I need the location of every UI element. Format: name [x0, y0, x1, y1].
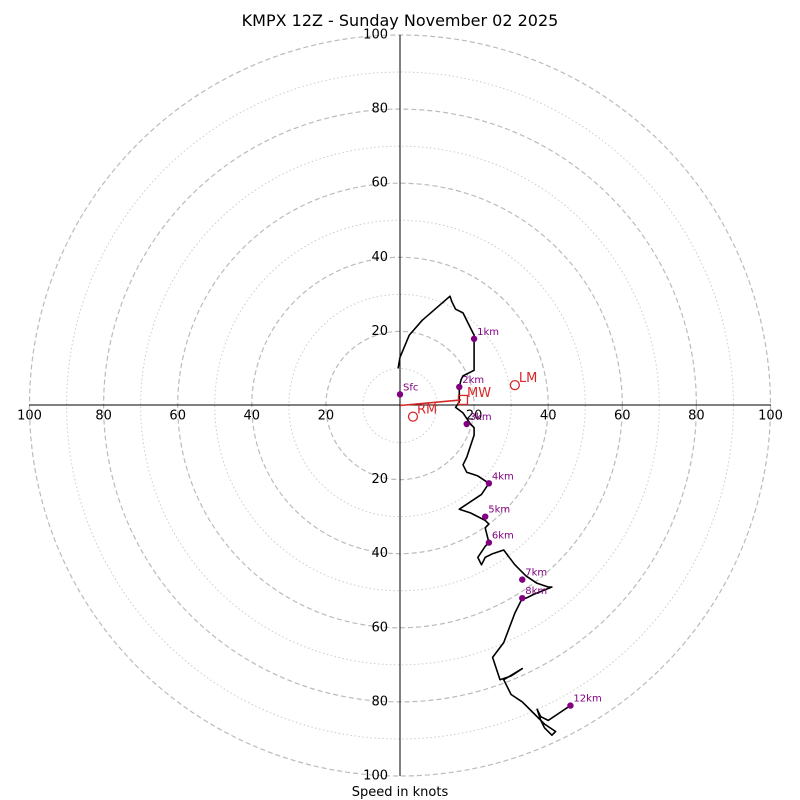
- height-marker-label: 5km: [488, 505, 510, 516]
- x-tick-label-right: 60: [614, 408, 631, 423]
- storm-motion-label: RM: [417, 403, 437, 418]
- y-tick-label-bottom: 60: [371, 620, 388, 635]
- x-tick-label-left: 80: [95, 408, 112, 423]
- storm-motion-label: MW: [467, 386, 491, 401]
- height-marker-dot: [456, 383, 463, 391]
- height-marker-label: 4km: [492, 471, 514, 482]
- height-marker-label: Sfc: [403, 382, 418, 393]
- height-marker-dot: [482, 513, 489, 520]
- y-tick-label-top: 80: [371, 102, 388, 117]
- right-mover-marker: [407, 411, 419, 422]
- x-tick-label-right: 20: [466, 408, 483, 423]
- height-marker-dot: [470, 335, 478, 343]
- y-tick-label-bottom: 40: [371, 546, 388, 561]
- x-tick-label-right: 80: [688, 408, 705, 423]
- chart-title: KMPX 12Z - Sunday November 02 2025: [242, 11, 559, 30]
- height-marker-dot: [519, 594, 526, 602]
- height-marker-label: 6km: [492, 531, 514, 542]
- mean-wind-marker: [457, 394, 469, 406]
- height-marker-dot: [519, 576, 526, 583]
- y-tick-label-bottom: 20: [371, 472, 388, 487]
- x-tick-label-left: 60: [169, 408, 186, 423]
- x-tick-label-right: 40: [540, 408, 557, 423]
- y-tick-label-bottom: 100: [363, 769, 388, 784]
- height-marker-label: 1km: [477, 327, 499, 338]
- height-marker-label: 7km: [525, 568, 547, 579]
- tick-labels: 100 100 100 100 80 80 80 80 60 60 60 60 40 40 40 40 20 20…: [17, 28, 783, 784]
- height-marker-label: 12km: [573, 694, 601, 705]
- x-tick-label-right: 100: [758, 408, 783, 423]
- height-marker-dot: [485, 480, 493, 487]
- height-marker-label: 3km: [470, 412, 492, 423]
- hodograph-trace: [397, 295, 571, 737]
- storm-motion-markers: LM RM MW: [407, 371, 537, 422]
- height-marker-dot: [396, 391, 404, 398]
- shear-vector: [399, 399, 462, 407]
- x-axis-label: Speed in knots: [352, 785, 449, 800]
- height-marker-dot: [463, 420, 470, 428]
- x-tick-label-left: 40: [244, 408, 261, 423]
- height-marker-label: 2km: [462, 375, 484, 386]
- left-mover-marker: [509, 379, 521, 391]
- x-tick-label-left: 20: [318, 408, 335, 423]
- shear-layer: [399, 399, 462, 407]
- trace-layer: [397, 295, 571, 737]
- y-tick-label-top: 100: [363, 28, 388, 43]
- height-marker-dot: [485, 539, 493, 546]
- y-tick-label-top: 40: [371, 250, 388, 265]
- y-tick-label-top: 60: [371, 176, 388, 191]
- y-tick-label-bottom: 80: [371, 694, 388, 709]
- height-marker-dot: [567, 702, 574, 709]
- storm-motion-label: LM: [519, 371, 537, 386]
- y-tick-label-top: 20: [371, 324, 388, 339]
- x-tick-label-left: 100: [17, 408, 42, 423]
- height-marker-label: 8km: [525, 586, 547, 597]
- height-markers: Sfc 1km 2km 3km 4km 5km 6km 7km 8km 12km: [396, 327, 602, 709]
